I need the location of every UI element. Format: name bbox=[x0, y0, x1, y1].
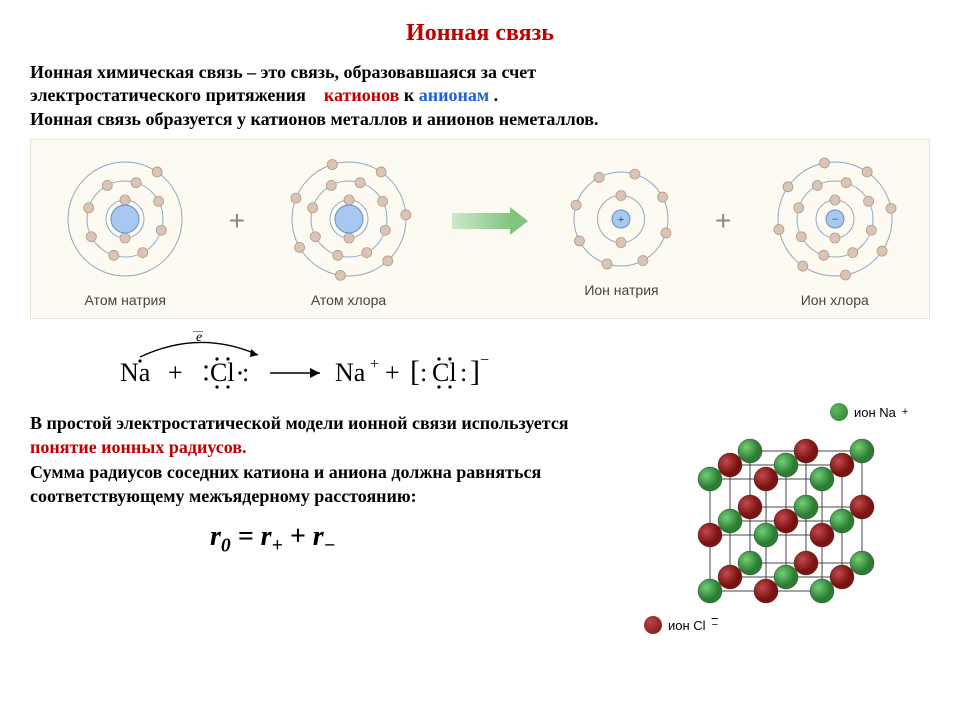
svg-text:+: + bbox=[618, 212, 625, 226]
reaction-arrow bbox=[452, 207, 528, 255]
atom-label: Ион натрия bbox=[584, 282, 658, 298]
bt-line1: В простой электростатической модели ионн… bbox=[30, 413, 569, 433]
definition-block: Ионная химическая связь – это связь, обр… bbox=[30, 61, 930, 131]
legend-cl-sup: − bbox=[712, 619, 718, 631]
atom-label: Атом натрия bbox=[85, 292, 166, 308]
atom-block: − Ион хлора bbox=[770, 154, 900, 308]
svg-text:+: + bbox=[370, 356, 379, 373]
lewis-svg: e Na + Cl : Na + + [ : Cl : ] − bbox=[110, 331, 530, 401]
title-text: Ионная связь bbox=[406, 20, 554, 46]
atom-block: Атом хлора bbox=[284, 154, 414, 308]
atom-block: + Ион натрия bbox=[566, 164, 676, 298]
svg-text:+: + bbox=[385, 358, 400, 387]
svg-text::: : bbox=[420, 358, 427, 387]
legend-na-ball bbox=[830, 403, 848, 421]
bottom-text: В простой электростатической модели ионн… bbox=[30, 411, 626, 560]
legend-cl-ball bbox=[644, 616, 662, 634]
lewis-equation: e Na + Cl : Na + + [ : Cl : ] − bbox=[110, 331, 930, 401]
lattice-svg bbox=[650, 411, 910, 641]
atoms-panel: Атом натрия + Атом хлора + Ион натрия + − Ион х… bbox=[30, 139, 930, 319]
svg-text:e: e bbox=[196, 331, 202, 345]
def-1a: Ионная химическая связь – это связь, обр… bbox=[30, 62, 536, 82]
plus-operator: + bbox=[229, 205, 245, 257]
def-2a: электростатического притяжения bbox=[30, 85, 306, 105]
lattice-wrap: ион Na+ ион Cl− bbox=[650, 411, 930, 646]
legend-na: ион Na + bbox=[830, 403, 908, 421]
def-3: Ионная связь образуется у катионов метал… bbox=[30, 109, 599, 129]
atom-diagram: + bbox=[566, 164, 676, 274]
svg-text:Na: Na bbox=[335, 358, 366, 387]
formula: r0 = r+ + r− bbox=[210, 518, 626, 560]
legend-na-label: ион Na bbox=[854, 405, 896, 420]
svg-text:Cl: Cl bbox=[210, 358, 235, 387]
to-word: к bbox=[404, 85, 414, 105]
atom-label: Атом хлора bbox=[311, 292, 386, 308]
atom-block: Атом натрия bbox=[60, 154, 190, 308]
svg-text:Cl: Cl bbox=[432, 358, 457, 387]
svg-text:−: − bbox=[831, 212, 838, 226]
cation-word: катионов bbox=[324, 85, 400, 105]
atom-diagram bbox=[60, 154, 190, 284]
svg-text::: : bbox=[242, 358, 249, 387]
def-period: . bbox=[494, 85, 499, 105]
atom-diagram bbox=[284, 154, 414, 284]
svg-text:[: [ bbox=[410, 355, 420, 388]
legend-na-sup: + bbox=[902, 406, 908, 418]
bottom-row: В простой электростатической модели ионн… bbox=[30, 411, 930, 646]
svg-text:−: − bbox=[480, 352, 489, 369]
legend-cl-label: ион Cl bbox=[668, 618, 706, 633]
page-title: Ионная связь bbox=[30, 20, 930, 47]
bt-emph: понятие ионных радиусов. bbox=[30, 437, 247, 457]
svg-text:]: ] bbox=[470, 355, 480, 388]
svg-text::: : bbox=[460, 358, 467, 387]
legend-cl: ион Cl− bbox=[644, 616, 718, 634]
svg-text:+: + bbox=[168, 358, 183, 387]
svg-text:Na: Na bbox=[120, 358, 151, 387]
atom-diagram: − bbox=[770, 154, 900, 284]
anion-word: анионам bbox=[419, 85, 489, 105]
plus-operator: + bbox=[715, 205, 731, 257]
bt-line2: Сумма радиусов соседних катиона и аниона… bbox=[30, 462, 541, 506]
atom-label: Ион хлора bbox=[801, 292, 869, 308]
